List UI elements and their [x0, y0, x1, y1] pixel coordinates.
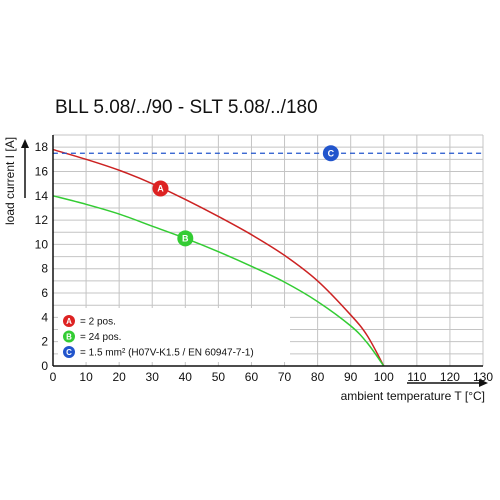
y-tick-label: 2	[41, 335, 48, 349]
y-tick-label: 0	[41, 359, 48, 373]
series-marker-letter: A	[157, 184, 164, 194]
y-tick-label: 10	[35, 237, 49, 251]
x-tick-label: 60	[245, 370, 259, 384]
legend-entry-text: = 2 pos.	[80, 317, 116, 328]
legend-marker-letter: C	[66, 348, 72, 357]
series-marker-letter: C	[328, 148, 335, 158]
y-tick-label: 4	[41, 310, 48, 324]
x-tick-label: 90	[344, 370, 358, 384]
legend-marker-B	[63, 330, 75, 343]
chart-title: BLL 5.08/../90 - SLT 5.08/../180	[55, 97, 318, 118]
legend-entry-text: = 24 pos.	[80, 332, 121, 343]
y-tick-label: 16	[35, 164, 49, 178]
series-marker-A	[152, 180, 169, 197]
series-line-A	[52, 148, 385, 367]
x-tick-label: 130	[473, 370, 493, 384]
grid	[52, 134, 484, 367]
x-tick-label: 120	[440, 370, 460, 384]
x-tick-label: 40	[179, 370, 193, 384]
series-marker-letter: B	[182, 234, 189, 244]
y-tick-label: 6	[41, 286, 48, 300]
legend-marker-A	[63, 315, 75, 327]
legend: A = 2 pos. B = 24 pos. C = 1.5 mm² (H07V-K1.5…	[63, 315, 254, 359]
marker-layer: A B C	[152, 145, 339, 247]
x-tick-label: 110	[407, 370, 426, 384]
legend-marker-letter: B	[66, 333, 72, 342]
series-layer	[52, 148, 483, 367]
y-tick-label: 8	[41, 262, 48, 276]
series-marker-B	[177, 230, 194, 247]
legend-marker-C	[63, 346, 75, 358]
x-axis-arrowhead	[479, 379, 488, 387]
y-tick-label: 18	[35, 140, 49, 154]
series-line-B	[52, 195, 385, 367]
x-tick-label: 30	[146, 370, 160, 384]
x-tick-label: 20	[112, 370, 126, 384]
x-tick-label: 70	[278, 370, 292, 384]
x-tick-label: 0	[50, 370, 57, 384]
legend-marker-letter: A	[66, 317, 72, 326]
series-marker-C	[322, 145, 339, 162]
x-tick-label: 100	[374, 370, 394, 384]
y-axis-arrowhead	[21, 139, 29, 148]
tick-labels: 0 10 20 30 40 50 60 70 80 90 100 110 120 130 0 2 4 6 8 10 12…	[35, 140, 494, 384]
legend-background	[58, 308, 290, 362]
x-tick-label: 10	[79, 370, 93, 384]
y-axis-label: load current I [A]	[3, 137, 17, 225]
axes	[21, 135, 488, 387]
x-tick-label: 50	[212, 370, 226, 384]
y-tick-label: 12	[35, 213, 49, 227]
x-axis-label: ambient temperature T [°C]	[341, 389, 485, 403]
x-tick-label: 80	[311, 370, 325, 384]
y-tick-label: 14	[35, 189, 49, 203]
legend-entry-text: = 1.5 mm² (H07V-K1.5 / EN 60947-7-1)	[80, 348, 254, 359]
